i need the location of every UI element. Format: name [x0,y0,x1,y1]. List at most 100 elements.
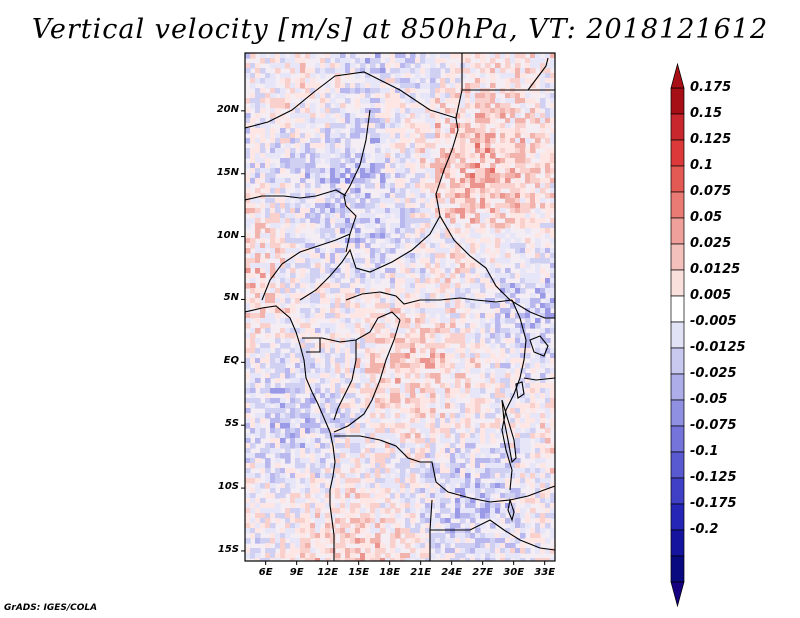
field-cell [450,333,456,339]
field-cell [410,258,416,264]
field-cell [440,493,446,499]
field-cell [305,373,311,379]
field-cell [360,353,366,359]
field-cell [540,358,546,364]
field-cell [495,208,501,214]
field-cell [320,68,326,74]
field-cell [250,148,256,154]
field-cell [395,328,401,334]
colorbar-segment [670,113,685,141]
field-cell [310,293,316,299]
field-cell [280,113,286,119]
field-cell [255,503,261,509]
field-cell [500,303,506,309]
field-cell [270,343,276,349]
field-cell [480,128,486,134]
field-cell [440,148,446,154]
field-cell [470,488,476,494]
field-cell [280,218,286,224]
field-cell [545,93,551,99]
field-cell [250,98,256,104]
field-cell [355,353,361,359]
field-cell [355,73,361,79]
field-cell [520,463,526,469]
field-cell [255,523,261,529]
field-cell [350,283,356,289]
field-cell [275,263,281,269]
field-cell [325,118,331,124]
field-cell [325,443,331,449]
field-cell [450,228,456,234]
field-cell [295,358,301,364]
field-cell [450,478,456,484]
field-cell [390,198,396,204]
field-cell [310,283,316,289]
field-cell [385,553,391,559]
field-cell [405,388,411,394]
field-cell [265,73,271,79]
field-cell [310,148,316,154]
field-cell [325,143,331,149]
field-cell [305,403,311,409]
field-cell [345,263,351,269]
field-cell [320,103,326,109]
field-cell [460,408,466,414]
field-cell [375,58,381,64]
field-cell [540,153,546,159]
field-cell [460,293,466,299]
field-cell [515,348,521,354]
field-cell [300,83,306,89]
field-cell [290,218,296,224]
field-cell [390,53,396,59]
field-cell [455,413,461,419]
field-cell [320,478,326,484]
field-cell [375,363,381,369]
field-cell [245,123,251,129]
field-cell [450,93,456,99]
field-cell [250,283,256,289]
field-cell [375,273,381,279]
field-cell [280,368,286,374]
field-cell [345,208,351,214]
field-cell [410,548,416,554]
field-cell [365,493,371,499]
field-cell [275,338,281,344]
field-cell [520,208,526,214]
field-cell [390,303,396,309]
field-cell [445,333,451,339]
field-cell [385,308,391,314]
field-cell [345,148,351,154]
field-cell [470,323,476,329]
field-cell [255,193,261,199]
field-cell [360,458,366,464]
field-cell [520,148,526,154]
field-cell [440,403,446,409]
field-cell [315,543,321,549]
field-cell [465,383,471,389]
field-cell [325,223,331,229]
field-cell [295,278,301,284]
field-cell [520,388,526,394]
field-cell [260,323,266,329]
field-cell [515,403,521,409]
field-cell [295,168,301,174]
field-cell [425,68,431,74]
colorbar-level-label: -0.025 [690,366,737,381]
field-cell [360,158,366,164]
field-cell [545,213,551,219]
field-cell [245,493,251,499]
field-cell [500,388,506,394]
field-cell [380,488,386,494]
field-cell [370,393,376,399]
field-cell [485,383,491,389]
field-cell [495,103,501,109]
field-cell [545,318,551,324]
field-cell [500,68,506,74]
field-cell [495,358,501,364]
field-cell [435,223,441,229]
field-cell [275,198,281,204]
field-cell [345,413,351,419]
field-cell [350,483,356,489]
field-cell [270,363,276,369]
field-cell [410,358,416,364]
